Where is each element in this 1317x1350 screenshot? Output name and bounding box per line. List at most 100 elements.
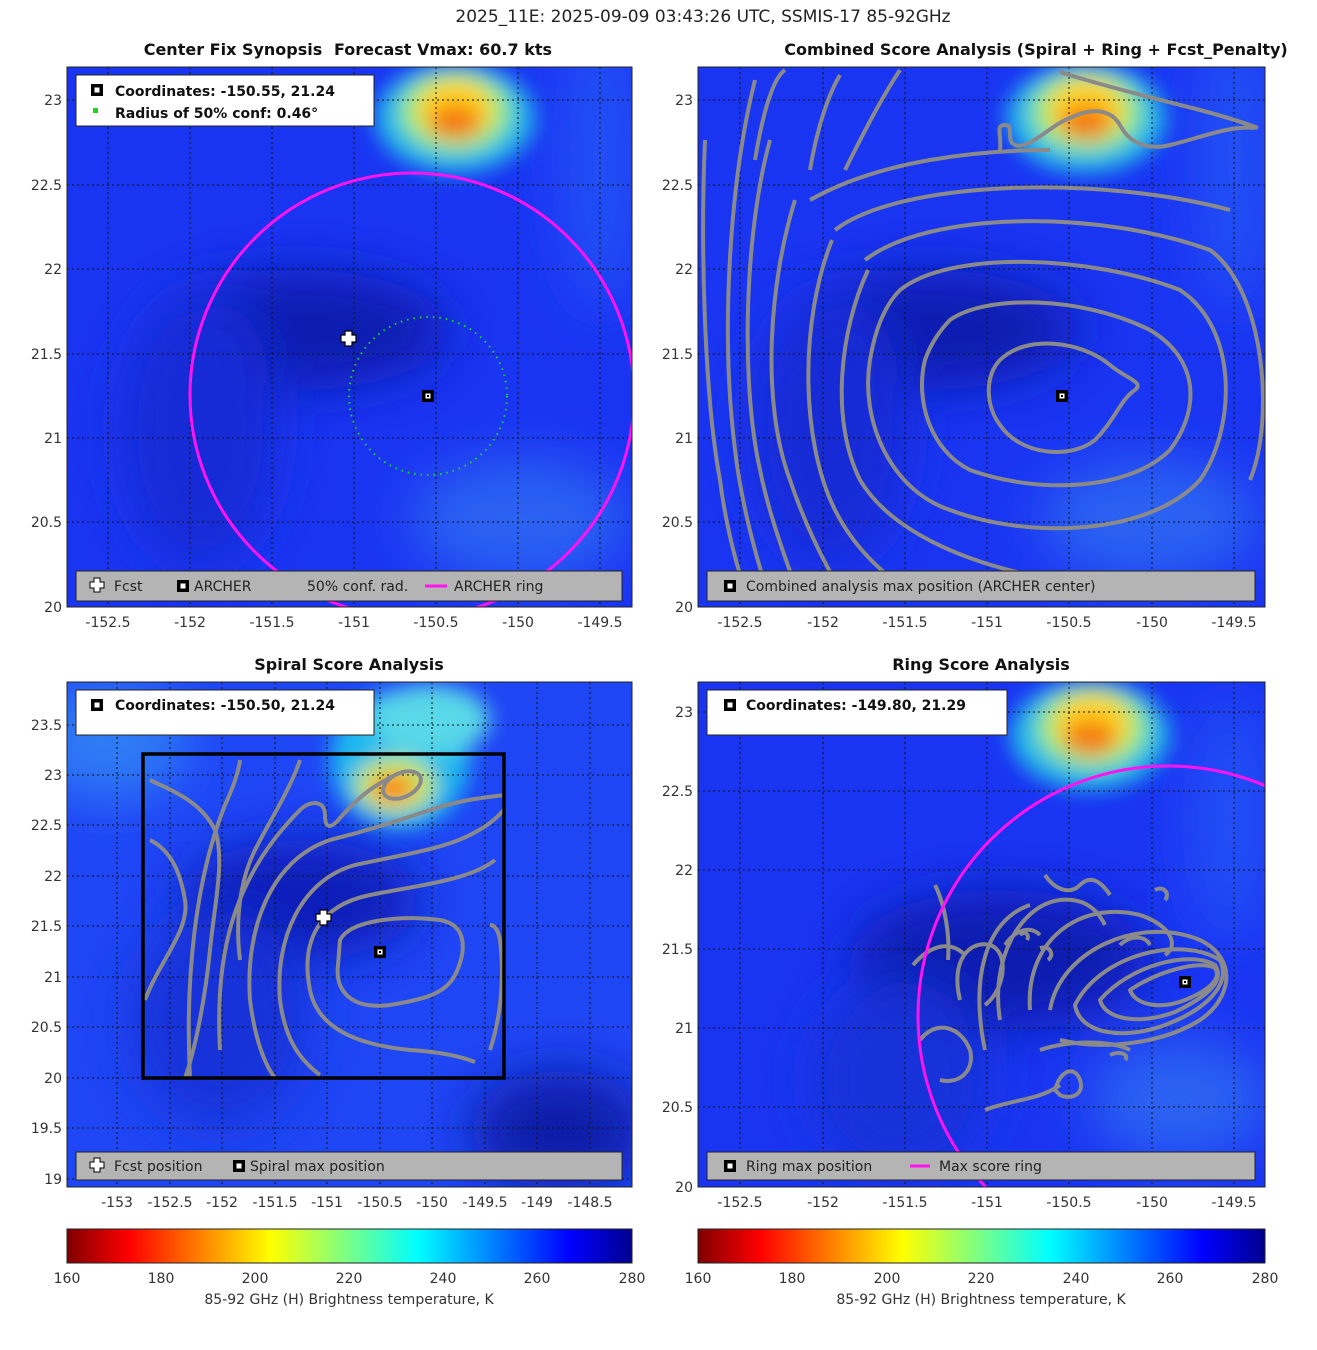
- svg-text:160: 160: [685, 1271, 712, 1287]
- panel3-legend: Fcst position Spiral max position: [75, 1151, 623, 1181]
- svg-text:23: 23: [675, 93, 693, 109]
- svg-text:21: 21: [675, 431, 693, 447]
- svg-text:20: 20: [44, 600, 62, 616]
- svg-text:220: 220: [336, 1271, 363, 1287]
- panel2-max-position-marker: [1056, 390, 1068, 402]
- svg-text:-152.5: -152.5: [147, 1195, 192, 1211]
- svg-text:260: 260: [524, 1271, 551, 1287]
- svg-text:220: 220: [968, 1271, 995, 1287]
- panel-center-fix-synopsis: Center Fix Synopsis Forecast Vmax: 60.7 …: [31, 40, 633, 631]
- svg-text:22: 22: [675, 262, 693, 278]
- panel4-title: Ring Score Analysis: [892, 655, 1070, 674]
- svg-text:180: 180: [779, 1271, 806, 1287]
- svg-text:200: 200: [874, 1271, 901, 1287]
- svg-text:-152: -152: [174, 615, 206, 631]
- svg-text:-152.5: -152.5: [85, 615, 130, 631]
- panel3-search-box: [141, 752, 506, 1080]
- panel1-y-ticks: 20 20.5 21 21.5 22 22.5 23: [31, 93, 62, 616]
- panel4-x-ticks: -152.5 -152 -151.5 -151 -150.5 -150 -149.5: [717, 1195, 1256, 1211]
- svg-text:-152.5: -152.5: [717, 615, 762, 631]
- svg-text:-152.5: -152.5: [717, 1195, 762, 1211]
- panel4-legend: Ring max position Max score ring: [706, 1151, 1256, 1181]
- svg-text:21: 21: [44, 970, 62, 986]
- panel1-legend-archer: ARCHER: [194, 579, 252, 595]
- panel2-y-ticks: 20 20.5 21 21.5 22 22.5 23: [662, 93, 693, 616]
- panel1-x-ticks: -152.5 -152 -151.5 -151 -150.5 -150 -149.5: [85, 615, 622, 631]
- panel2-title: Combined Score Analysis (Spiral + Ring +…: [784, 40, 1287, 59]
- panel3-score-contours: [143, 759, 507, 1080]
- panel2-brightness-map: [698, 67, 1265, 607]
- panel4-ring-max-marker: [1179, 976, 1191, 988]
- svg-text:21.5: 21.5: [662, 347, 693, 363]
- svg-text:22: 22: [675, 863, 693, 879]
- panel1-grid: [67, 67, 632, 607]
- panel4-info-box: Coordinates: -149.80, 21.29: [706, 689, 1008, 736]
- svg-text:21.5: 21.5: [662, 942, 693, 958]
- panel1-legend: Fcst ARCHER 50% conf. rad. ARCHER ring: [75, 570, 623, 602]
- svg-text:-149.5: -149.5: [462, 1195, 507, 1211]
- panel4-y-ticks: 20 20.5 21 21.5 22 22.5 23: [662, 705, 693, 1196]
- svg-text:-152: -152: [206, 1195, 238, 1211]
- svg-text:-150.5: -150.5: [1046, 1195, 1091, 1211]
- svg-text:20: 20: [44, 1071, 62, 1087]
- panel1-legend-fcst: Fcst: [114, 579, 143, 595]
- svg-text:23: 23: [44, 768, 62, 784]
- panel1-forecast-vmax: Forecast Vmax: 60.7 kts: [334, 40, 552, 59]
- svg-text:-151: -151: [338, 615, 370, 631]
- panel2-legend: Combined analysis max position (ARCHER c…: [706, 570, 1256, 602]
- svg-text:20: 20: [675, 600, 693, 616]
- svg-text:-151: -151: [311, 1195, 343, 1211]
- svg-text:20.5: 20.5: [31, 515, 62, 531]
- svg-text:-150: -150: [1136, 615, 1168, 631]
- panel1-info-box: Coordinates: -150.55, 21.24 Radius of 50…: [75, 74, 375, 127]
- panel1-confidence-circle: [348, 316, 508, 476]
- panel1-archer-center-marker: [422, 390, 434, 402]
- svg-text:20.5: 20.5: [662, 1100, 693, 1116]
- panel-combined-score: Combined Score Analysis (Spiral + Ring +…: [662, 40, 1288, 631]
- svg-text:23: 23: [675, 705, 693, 721]
- svg-text:-151: -151: [971, 1195, 1003, 1211]
- colorbar-right-ticks: 160 180 200 220 240 260 280: [685, 1271, 1279, 1287]
- panel4-brightness-map: [698, 682, 1265, 1187]
- svg-text:23.5: 23.5: [31, 718, 62, 734]
- svg-text:19: 19: [44, 1172, 62, 1188]
- svg-text:21: 21: [44, 431, 62, 447]
- colorbar-right-label: 85-92 GHz (H) Brightness temperature, K: [836, 1292, 1126, 1308]
- svg-text:-151.5: -151.5: [249, 615, 294, 631]
- panel3-x-ticks: -153 -152.5 -152 -151.5 -151 -150.5 -150 -149.5…: [101, 1195, 612, 1211]
- svg-text:21.5: 21.5: [31, 919, 62, 935]
- panel4-grid: [698, 682, 1265, 1187]
- svg-text:-151.5: -151.5: [252, 1195, 297, 1211]
- panel1-legend-ring: ARCHER ring: [454, 579, 543, 595]
- svg-text:-149: -149: [521, 1195, 553, 1211]
- svg-text:-151.5: -151.5: [882, 1195, 927, 1211]
- panel1-brightness-map: [67, 67, 632, 607]
- panel3-legend-fcst: Fcst position: [114, 1159, 202, 1175]
- svg-text:-148.5: -148.5: [567, 1195, 612, 1211]
- svg-text:-150.5: -150.5: [413, 615, 458, 631]
- svg-text:240: 240: [1063, 1271, 1090, 1287]
- svg-text:22.5: 22.5: [31, 178, 62, 194]
- svg-text:240: 240: [430, 1271, 457, 1287]
- panel2-x-ticks: -152.5 -152 -151.5 -151 -150.5 -150 -149.5: [717, 615, 1256, 631]
- panel1-legend-conf: 50% conf. rad.: [307, 579, 408, 595]
- svg-text:260: 260: [1157, 1271, 1184, 1287]
- panel3-legend-spiral: Spiral max position: [250, 1159, 385, 1175]
- svg-text:-152: -152: [807, 615, 839, 631]
- svg-text:180: 180: [148, 1271, 175, 1287]
- panel2-grid: [698, 67, 1265, 607]
- svg-text:280: 280: [619, 1271, 646, 1287]
- panel4-legend-max-ring: Max score ring: [939, 1159, 1042, 1175]
- svg-text:-149.5: -149.5: [577, 615, 622, 631]
- svg-text:-153: -153: [101, 1195, 133, 1211]
- svg-text:23: 23: [44, 93, 62, 109]
- colorbar-left: 160 180 200 220 240 260 280 85-92 GHz (H) Brig…: [54, 1228, 646, 1308]
- svg-text:20: 20: [675, 1180, 693, 1196]
- svg-text:200: 200: [242, 1271, 269, 1287]
- panel4-coordinates: Coordinates: -149.80, 21.29: [746, 698, 966, 714]
- svg-text:-150.5: -150.5: [1046, 615, 1091, 631]
- panel3-grid: [67, 682, 632, 1187]
- svg-text:20.5: 20.5: [31, 1020, 62, 1036]
- panel3-brightness-map: [67, 682, 632, 1187]
